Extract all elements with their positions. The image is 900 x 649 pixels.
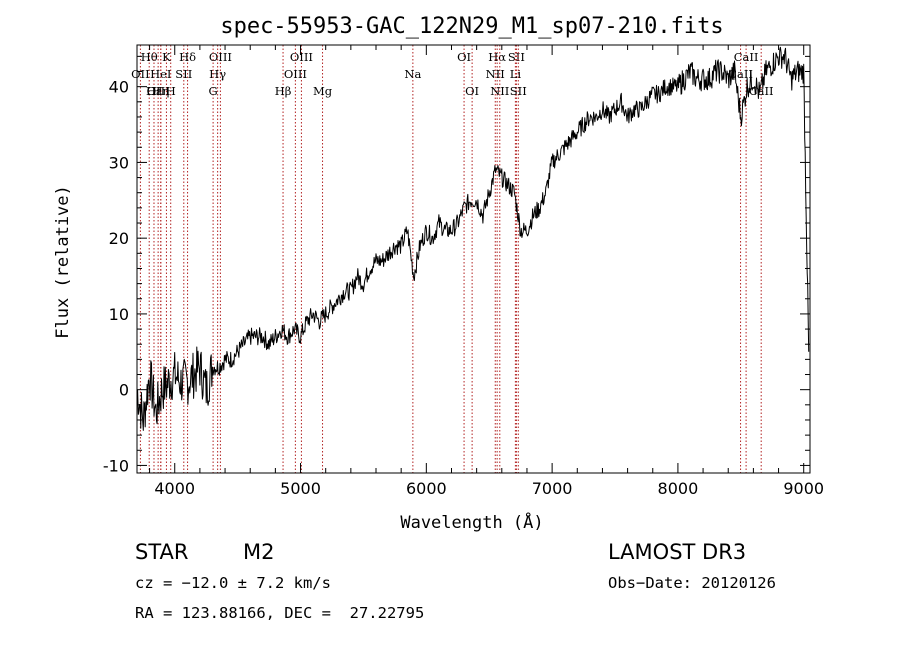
line-label-18: OI [457, 50, 471, 64]
line-label-17: Na [404, 67, 421, 81]
line-label-3: OIII [147, 84, 170, 98]
line-label-6: SII [175, 67, 192, 81]
line-label-9: Hδ [179, 50, 196, 64]
x-tick-label-1: 5000 [280, 479, 321, 498]
line-label-24: NII [490, 84, 509, 98]
x-tick-label-2: 6000 [406, 479, 447, 498]
line-label-28: CaII [749, 84, 774, 98]
line-label-25: SII [510, 84, 527, 98]
line-label-23: Li [510, 67, 522, 81]
x-axis-label: Wavelength (Å) [400, 511, 543, 533]
line-label-1: OII [131, 67, 150, 81]
y-tick-label-1: 0 [119, 381, 129, 400]
line-label-14: OIII [284, 67, 307, 81]
y-tick-label-2: 10 [109, 305, 129, 324]
line-label-26: CaII [734, 50, 759, 64]
line-label-4: K [162, 50, 171, 64]
y-axis-ticks: -10 0 10 20 30 40 [103, 55, 810, 475]
redshift-velocity: cz = −12.0 ± 7.2 km/s [135, 574, 331, 592]
line-label-12: G [209, 84, 218, 98]
line-label-22: NII [486, 67, 505, 81]
y-tick-label-5: 40 [109, 78, 129, 97]
line-label-0: Hθ [141, 50, 158, 64]
observation-date: Obs−Date: 20120126 [608, 574, 776, 592]
coordinates: RA = 123.88166, DEC = 27.22795 [135, 604, 425, 622]
spectrum-series [136, 46, 810, 431]
line-label-11: Hγ [209, 67, 226, 81]
line-label-20: Hα [488, 50, 506, 64]
survey-name: LAMOST DR3 [608, 540, 747, 564]
line-label-13: OIII [290, 50, 313, 64]
plot-frame [136, 44, 811, 474]
x-axis-ticks: 4000 5000 6000 7000 8000 9000 [149, 45, 824, 498]
x-tick-label-3: 7000 [532, 479, 573, 498]
line-label-7: Hη [152, 84, 169, 98]
line-label-16: Mg [313, 84, 333, 98]
line-label-21: SII [508, 50, 525, 64]
object-subclass: M2 [243, 540, 275, 564]
y-tick-label-3: 20 [109, 229, 129, 248]
x-tick-label-5: 9000 [783, 479, 824, 498]
line-label-19: OI [465, 84, 479, 98]
line-label-15: Hβ [275, 84, 292, 98]
x-tick-label-0: 4000 [154, 479, 195, 498]
y-tick-label-0: -10 [103, 456, 129, 475]
x-tick-label-4: 8000 [658, 479, 699, 498]
object-class: STAR [135, 540, 189, 564]
line-label-8: H [166, 84, 176, 98]
y-tick-label-4: 30 [109, 153, 129, 172]
y-axis-label: Flux (relative) [53, 185, 73, 339]
spectrum-line [136, 46, 810, 431]
chart-title: spec-55953-GAC_122N29_M1_sp07-210.fits [220, 14, 723, 39]
line-label-10: OIII [209, 50, 232, 64]
